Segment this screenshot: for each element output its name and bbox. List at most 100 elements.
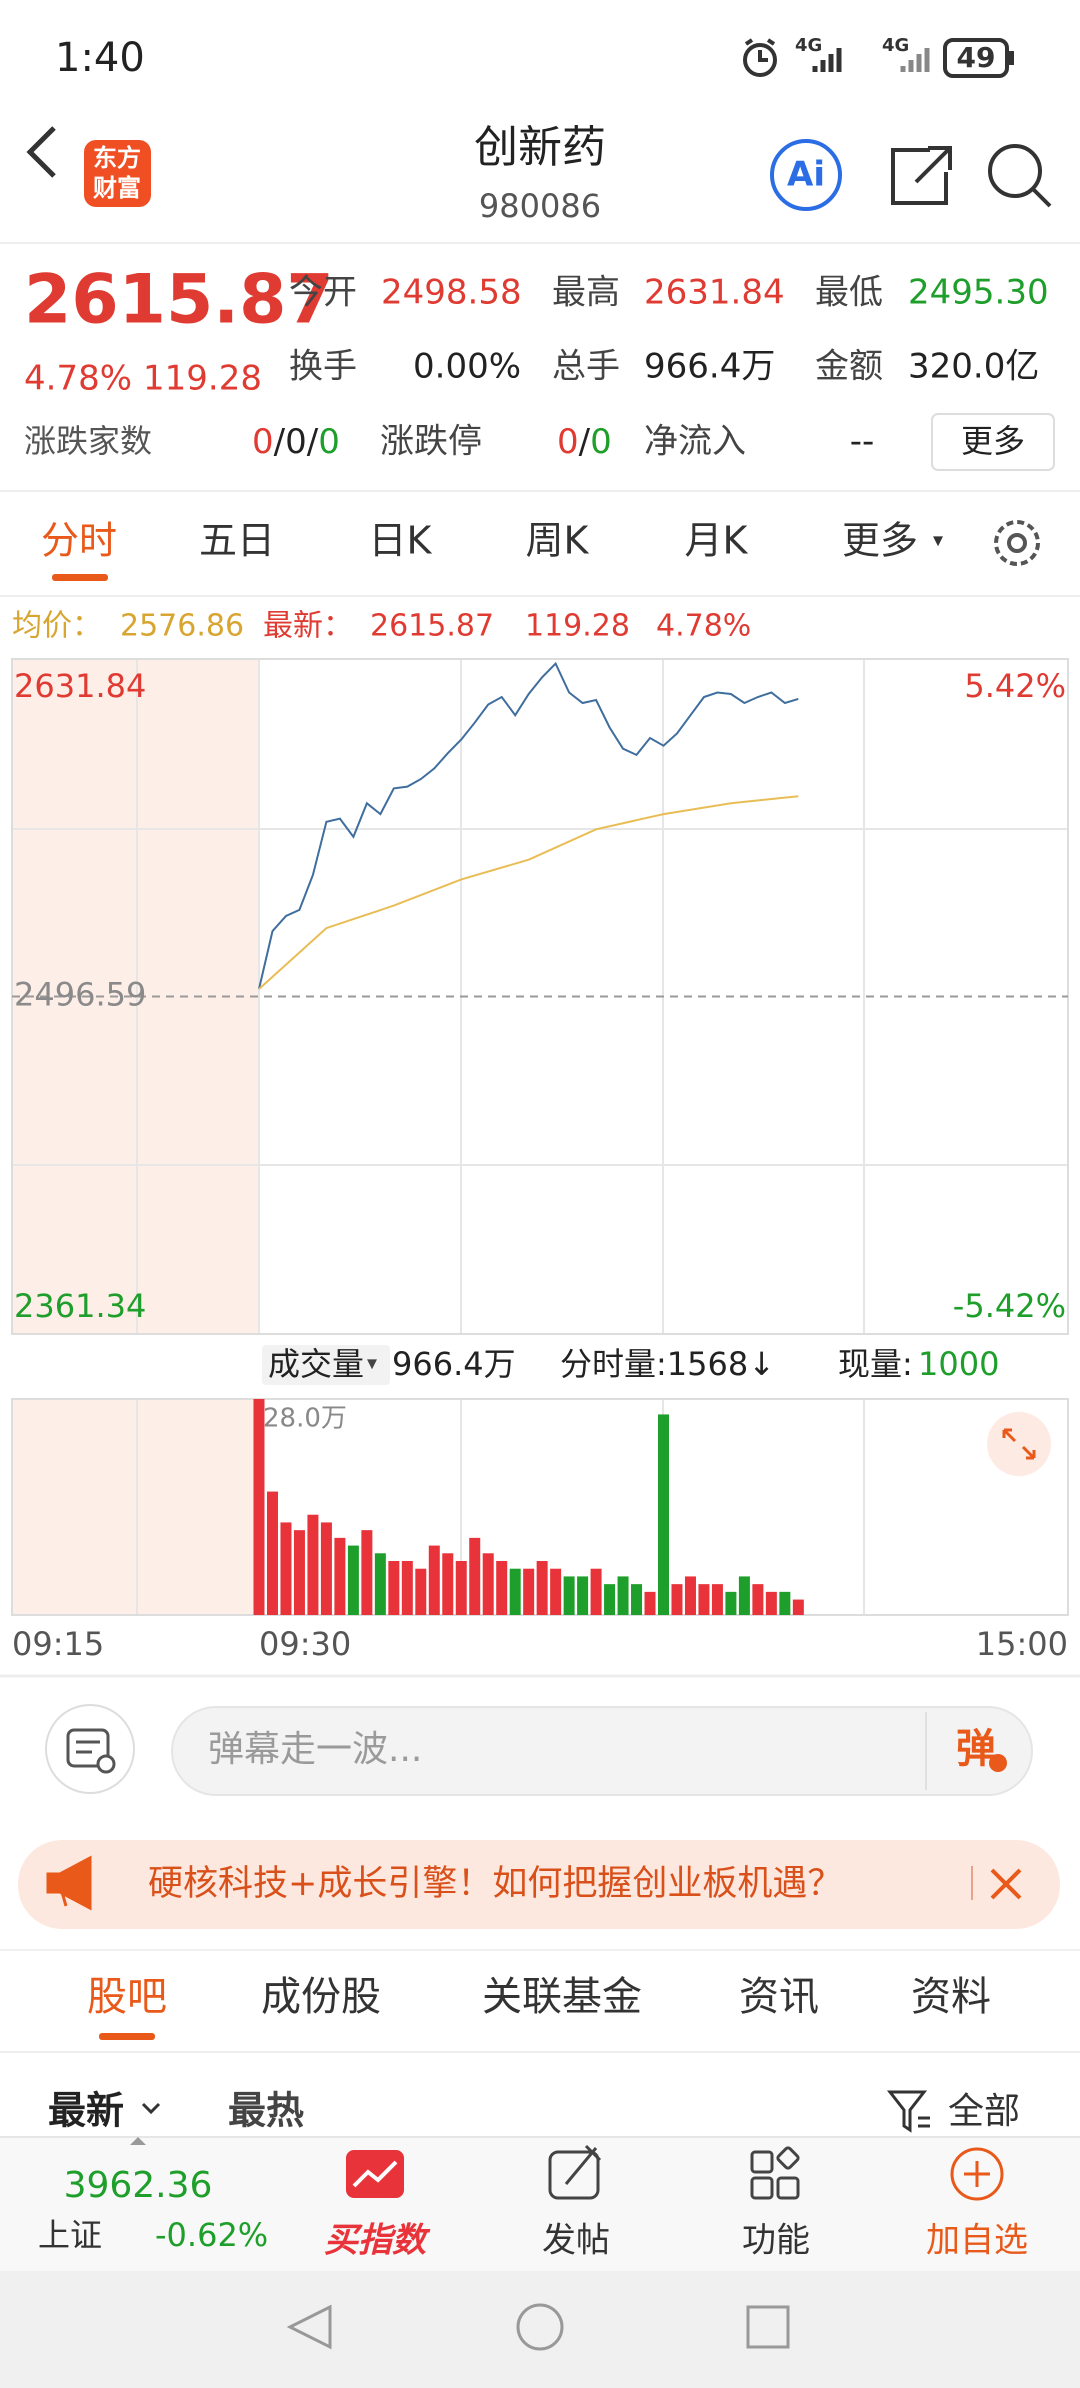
nav-item[interactable]: 加自选	[926, 2221, 1028, 2261]
x-tick-label: 09:15	[12, 1625, 104, 1663]
filter-label[interactable]: 全部	[948, 2091, 1020, 2132]
nav-back[interactable]	[286, 2304, 332, 2350]
function-icon-part[interactable]	[750, 2176, 774, 2200]
danmaku-settings-part[interactable]	[66, 1728, 110, 1768]
status-icons-part	[812, 48, 842, 72]
share-button-part[interactable]	[914, 146, 952, 184]
section-tab[interactable]: 资料	[911, 1974, 991, 2020]
function-icon-part[interactable]	[776, 2176, 800, 2200]
period-tab[interactable]: 五日	[199, 519, 275, 563]
section-tab[interactable]: 股吧	[87, 1974, 167, 2020]
danmaku-settings-part[interactable]	[45, 1704, 135, 1794]
more-button[interactable]	[931, 413, 1055, 471]
function-icon-part[interactable]	[776, 2146, 800, 2170]
buy-index-icon-part[interactable]	[352, 2160, 398, 2188]
section-tab[interactable]: 资讯	[739, 1974, 819, 2020]
nav-item[interactable]: 功能	[742, 2221, 810, 2261]
settings-button-part[interactable]	[994, 520, 1040, 566]
search-button[interactable]	[988, 144, 1052, 208]
volume-bar	[536, 1561, 548, 1615]
buy-index-icon-part[interactable]	[346, 2150, 404, 2198]
comment-placeholder[interactable]: 弹幕走一波...	[208, 1729, 422, 1770]
status-time: 1:40	[55, 35, 145, 81]
comment-input[interactable]	[171, 1706, 1033, 1796]
period-tab[interactable]: 分时	[41, 519, 117, 563]
volume-label[interactable]: 成交量	[268, 1345, 364, 1383]
nav-recent[interactable]	[746, 2305, 790, 2349]
share-button-part[interactable]	[891, 148, 948, 205]
settings-button-part[interactable]	[1007, 533, 1027, 553]
ai-button[interactable]	[770, 139, 842, 211]
nav-item[interactable]: 买指数	[324, 2221, 431, 2261]
danmaku-settings-part[interactable]	[76, 1740, 100, 1754]
price-line	[258, 795, 799, 990]
breadth-value-part: 0	[252, 422, 274, 462]
volume-bar	[523, 1568, 535, 1615]
function-icon-part[interactable]	[750, 2150, 774, 2174]
field-label: 换手	[289, 347, 357, 387]
banner-text[interactable]: 硬核科技+成长引擎！如何把握创业板机遇？	[148, 1864, 842, 1904]
danmaku-badge	[989, 1754, 1007, 1772]
danmaku-settings-part[interactable]	[96, 1754, 116, 1774]
limit-value: 0/0	[557, 422, 612, 462]
status-icons-part	[744, 38, 776, 62]
nav-home[interactable]	[516, 2303, 564, 2351]
status-icons-part	[743, 43, 777, 77]
post-icon-part[interactable]	[564, 2144, 602, 2185]
add-watchlist-icon-part[interactable]	[950, 2147, 1004, 2201]
more-label[interactable]: 更多	[961, 422, 1025, 460]
settings-button[interactable]	[994, 520, 1040, 566]
expand-button-part[interactable]	[987, 1412, 1051, 1476]
volume-selector[interactable]	[262, 1345, 390, 1385]
add-watchlist-icon[interactable]	[950, 2147, 1004, 2201]
volume-bar	[320, 1522, 332, 1615]
sort-arrow[interactable]	[141, 2102, 161, 2115]
x-tick-label: 09:30	[259, 1625, 351, 1663]
volume-bar	[725, 1591, 737, 1615]
price-line	[258, 661, 799, 990]
limit-label: 涨跌停	[380, 422, 482, 462]
index-change: -0.62%	[155, 2216, 268, 2254]
logo[interactable]	[84, 140, 151, 207]
banner-close[interactable]	[990, 1868, 1022, 1900]
volume-bar	[604, 1584, 616, 1615]
add-watchlist-icon-part[interactable]	[964, 2161, 990, 2187]
volume-bar	[455, 1561, 467, 1615]
ai-label[interactable]: Ai	[787, 155, 825, 195]
buy-index-icon[interactable]	[346, 2150, 404, 2198]
volume-total: 966.4万	[392, 1345, 516, 1383]
status-icons-part	[943, 38, 1009, 78]
expand-button[interactable]	[987, 1412, 1051, 1476]
period-tab[interactable]: 更多	[842, 519, 918, 563]
function-icon[interactable]	[750, 2146, 800, 2200]
premarket-area	[12, 659, 259, 1334]
period-tab[interactable]: 月K	[685, 519, 749, 563]
last-price: 2615.87	[24, 261, 334, 340]
back-button[interactable]	[26, 126, 56, 178]
search-button-part[interactable]	[1031, 187, 1052, 208]
search-button-part[interactable]	[988, 144, 1042, 198]
y-tick-label: 2631.84	[14, 667, 146, 705]
limit-value-part: 0	[590, 422, 612, 462]
sort-option[interactable]: 最新	[48, 2089, 124, 2133]
limit-value-part: /	[579, 422, 591, 462]
nav-item[interactable]: 发帖	[542, 2221, 610, 2261]
y-tick-label: 2496.59	[14, 976, 146, 1014]
share-button[interactable]	[891, 146, 952, 205]
y2-tick-label: -5.42%	[953, 1287, 1066, 1325]
section-tab[interactable]: 关联基金	[482, 1974, 642, 2020]
filter-icon[interactable]	[886, 2090, 930, 2133]
period-tab[interactable]: 周K	[526, 519, 590, 563]
post-icon[interactable]	[548, 2144, 602, 2200]
period-tab[interactable]: 日K	[369, 519, 433, 563]
danmaku-settings[interactable]	[45, 1704, 135, 1794]
field-value: 966.4万	[644, 347, 775, 387]
volume-bar	[752, 1584, 764, 1615]
expand-button-part[interactable]	[1002, 1428, 1036, 1460]
post-icon-part[interactable]	[548, 2150, 600, 2200]
index-value[interactable]: 3962.36	[64, 2165, 213, 2206]
banner-background[interactable]	[18, 1840, 1060, 1929]
sort-option[interactable]: 最热	[228, 2089, 304, 2133]
section-tab[interactable]: 成份股	[261, 1974, 381, 2020]
danmaku-button[interactable]: 弹	[956, 1726, 996, 1772]
